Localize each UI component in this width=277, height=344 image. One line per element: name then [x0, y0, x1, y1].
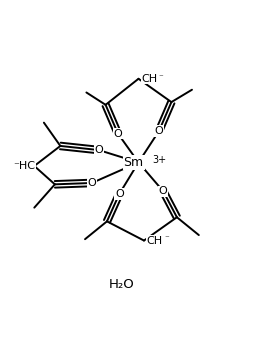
Text: ⁻HC: ⁻HC: [14, 161, 36, 171]
Text: CH: CH: [147, 236, 163, 246]
Text: H₂O: H₂O: [109, 278, 135, 291]
Text: O: O: [94, 145, 103, 155]
Text: O: O: [115, 189, 124, 199]
Text: ⁻: ⁻: [164, 235, 169, 244]
Text: 3+: 3+: [153, 155, 167, 165]
Text: O: O: [159, 186, 168, 196]
Text: O: O: [88, 178, 96, 188]
Text: O: O: [155, 126, 163, 136]
Text: ⁻: ⁻: [159, 73, 163, 82]
Text: O: O: [114, 129, 122, 139]
Text: CH: CH: [141, 74, 157, 84]
Text: Sm: Sm: [124, 156, 144, 169]
